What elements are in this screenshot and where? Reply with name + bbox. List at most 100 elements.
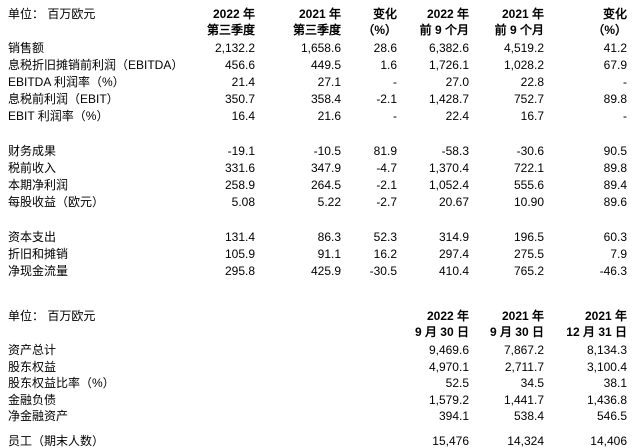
value-cell: 16.7 [520,109,544,123]
value-cell: - [393,109,397,123]
table-row: 金融负债 1,579.2 1,441.7 1,436.8 [8,392,637,409]
value-cell: 60.3 [603,230,627,244]
table-row: 资产总计 9,469.6 7,867.2 8,134.3 [8,342,637,359]
column-header: 2021 年 9 月 30 日 [469,308,544,340]
table-row: 财务成果 -19.1 -10.5 81.9 -58.3 -30.6 90.5 [8,143,637,160]
column-header: 变化 （%） [544,6,627,38]
value-cell: 89.8 [603,92,627,106]
table-row: 息税折旧摊销前利润（EBITDA） 456.6 449.5 1.6 1,726.1 1,0… [8,57,637,74]
row-label: 每股收益（欧元） [8,195,105,209]
row-group-spacer [8,425,637,433]
value-cell: 4,970.1 [428,359,469,374]
column-header-line2: （%） [362,23,397,37]
table-row: EBIT 利润率（%） 16.4 21.6 - 22.4 16.7 - [8,108,637,125]
column-header-line1: 2021 年 [584,309,627,323]
value-cell: 89.8 [603,161,627,175]
unit-label: 单位： 百万欧元 [8,309,96,323]
value-cell: -10.5 [313,144,341,158]
value-cell: 1,579.2 [428,392,469,407]
value-cell: 765.2 [513,264,544,278]
column-header-line1: 2021 年 [501,7,544,21]
value-cell: 2,711.7 [504,359,544,374]
value-cell: 8,134.3 [586,343,627,357]
column-header-line2: （%） [592,23,627,37]
column-header-line2: 前 9 个月 [494,23,544,37]
row-label: 折旧和摊销 [8,247,69,261]
value-cell: 6,382.6 [428,41,469,55]
value-cell: -30.5 [369,264,397,278]
row-label: 销售额 [8,41,45,55]
column-header: 2021 年前 9 个月 [469,6,544,38]
column-header-line2: 前 9 个月 [419,23,469,37]
row-label: 资产总计 [8,343,57,357]
value-cell: 258.9 [224,178,255,192]
column-header: 2021 年 12 月 31 日 [544,308,627,340]
value-cell: 14,406 [590,433,627,448]
table-row: 税前收入 331.6 347.9 -4.7 1,370.4 722.1 89.8 [8,160,637,177]
value-cell: 38.1 [603,376,627,390]
value-cell: -30.6 [516,144,544,158]
balance-table-body: 资产总计 9,469.6 7,867.2 8,134.3 股东权益 4,970.1 2,71… [8,342,637,448]
value-cell: 538.4 [513,409,544,423]
row-label: 息税前利润（EBIT） [8,92,119,106]
row-label: 息税折旧摊销前利润（EBITDA） [8,58,184,72]
value-cell: -19.1 [227,144,255,158]
row-label: 净现金流量 [8,264,69,278]
table-row: 股东权益比率（%） 52.5 34.5 38.1 [8,375,637,392]
value-cell: 16.2 [373,247,397,261]
table-row: 资本支出 131.4 86.3 52.3 314.9 196.5 60.3 [8,229,637,246]
value-cell: 86.3 [317,230,341,244]
value-cell: 314.9 [438,230,469,244]
value-cell: 20.67 [438,195,469,209]
value-cell: 21.6 [317,109,341,123]
value-cell: 89.4 [603,178,627,192]
row-label: 税前收入 [8,161,57,175]
value-cell: 27.0 [445,75,469,89]
value-cell: 91.1 [317,247,341,261]
value-cell: 7,867.2 [503,343,544,357]
value-cell: 3,100.4 [586,359,627,374]
value-cell: 5.22 [317,195,341,209]
value-cell: 1,726.1 [428,58,469,72]
value-cell: 1,436.8 [586,392,627,407]
value-cell: 752.7 [513,92,544,106]
value-cell: 331.6 [224,161,255,175]
value-cell: 27.1 [317,75,341,89]
value-cell: 22.4 [445,109,469,123]
table-row: 净金融资产 394.1 538.4 546.5 [8,408,637,425]
value-cell: 5.08 [231,195,255,209]
value-cell: 22.8 [520,75,544,89]
value-cell: 14,324 [507,433,544,448]
value-cell: 81.9 [373,144,397,158]
value-cell: 16.4 [231,109,255,123]
row-group-spacer [8,211,637,229]
column-header-line2: 9 月 30 日 [489,325,544,339]
table-row: 净现金流量 295.8 425.9 -30.5 410.4 765.2 -46.3 [8,263,637,280]
row-label: EBITDA 利润率（%） [8,75,125,89]
value-cell: 546.5 [596,409,627,423]
value-cell: 67.9 [603,58,627,72]
column-header: 2021 年第三季度 [255,6,341,38]
table-row: 折旧和摊销 105.9 91.1 16.2 297.4 275.5 7.9 [8,246,637,263]
row-label: 金融负债 [8,392,57,407]
value-cell: 1,052.4 [428,178,469,192]
value-cell: - [623,109,627,123]
value-cell: 41.2 [603,41,627,55]
value-cell: 275.5 [513,247,544,261]
unit-label: 单位： 百万欧元 [8,7,96,21]
row-label: 净金融资产 [8,409,69,423]
value-cell: 28.6 [373,41,397,55]
row-group-spacer [8,125,637,143]
column-header-line1: 2021 年 [501,309,544,323]
value-cell: 394.1 [438,409,469,423]
value-cell: 21.4 [231,75,255,89]
column-header-line1: 2022 年 [426,309,469,323]
value-cell: 1,441.7 [503,392,544,407]
value-cell: 105.9 [224,247,255,261]
income-table-header: 单位： 百万欧元 2022 年第三季度 2021 年第三季度 变化 （%） 2022 年… [8,6,637,38]
value-cell: 4,519.2 [503,41,544,55]
column-header-line2: 12 月 31 日 [566,325,627,339]
